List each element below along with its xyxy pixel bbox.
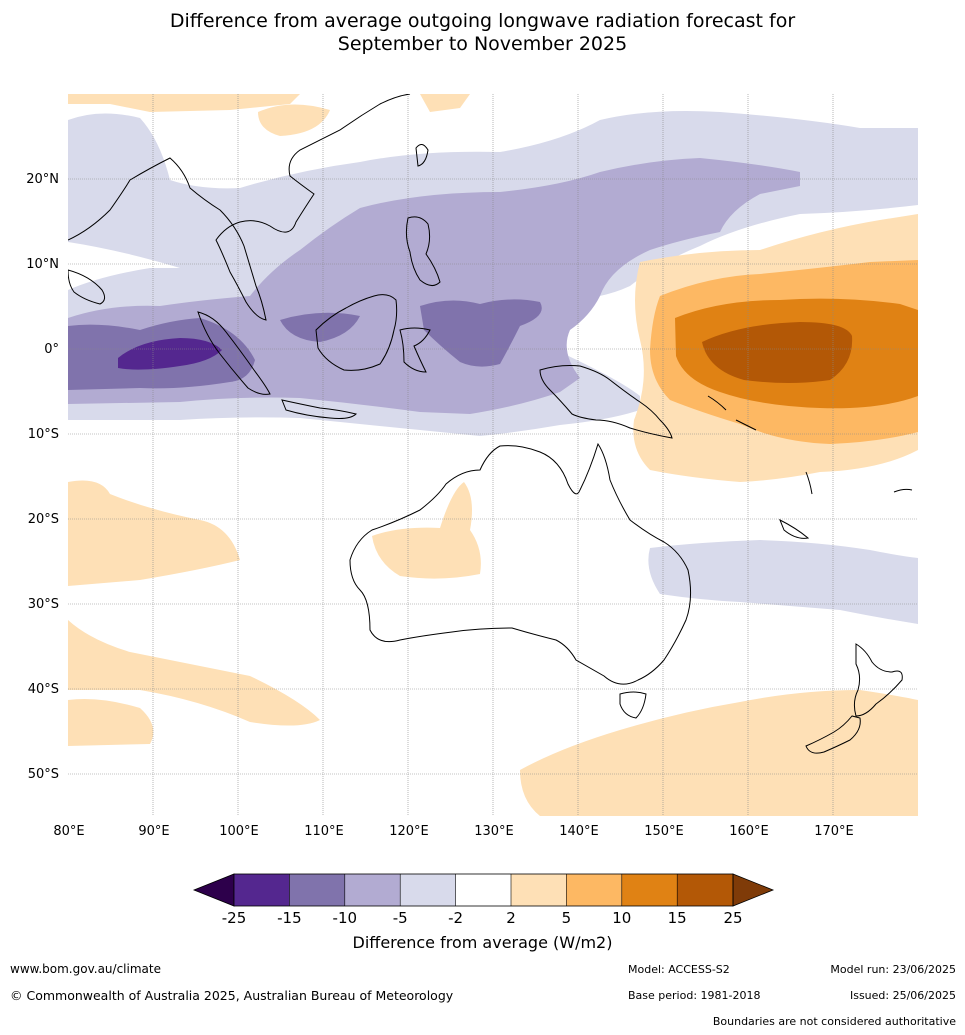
issued-date: Issued: 25/06/2025	[849, 989, 956, 1002]
lon-label-140e: 140°E	[559, 824, 599, 839]
lon-label-120e: 120°E	[389, 824, 429, 839]
lat-label-10s: 10°S	[28, 427, 59, 442]
new-guinea-coast	[539, 365, 673, 439]
anomaly-negative-core	[118, 338, 222, 370]
boundary-disclaimer: Boundaries are not considered authoritat…	[712, 1015, 956, 1028]
anomaly-positive-southern-ocean-west	[68, 620, 320, 726]
title-line-2: September to November 2025	[337, 33, 628, 55]
colorbar-tick-5: 2	[506, 909, 516, 927]
colorbar-tick-0: -25	[222, 909, 247, 927]
sumatra-coast	[197, 311, 271, 395]
lat-label-0: 0°	[44, 342, 59, 357]
anomaly-positive-southern-ocean-sw	[68, 699, 154, 746]
colorbar-bin-6	[511, 874, 567, 906]
anomaly-positive-southern-ocean-east	[520, 690, 918, 816]
philippines-coast	[405, 216, 441, 286]
lon-label-100e: 100°E	[219, 824, 259, 839]
new-zealand-south-coast	[805, 715, 861, 754]
colorbar-bin-3	[344, 874, 401, 906]
lat-label-40s: 40°S	[28, 682, 59, 697]
model-name: Model: ACCESS-S2	[628, 963, 730, 976]
colorbar-bin-2	[289, 874, 345, 906]
sulawesi-coast	[399, 327, 431, 373]
india-coast	[68, 269, 106, 305]
lon-label-110e: 110°E	[304, 824, 344, 839]
lat-label-20s: 20°S	[28, 512, 59, 527]
colorbar-tick-9: 25	[723, 909, 742, 927]
borneo-coast	[315, 294, 398, 371]
lon-label-90e: 90°E	[138, 824, 169, 839]
colorbar-bin-8	[621, 874, 678, 906]
colorbar-dividers	[289, 874, 678, 906]
colorbar-tick-6: 5	[562, 909, 572, 927]
colorbar-bin-9	[677, 874, 733, 906]
model-run-date: Model run: 23/06/2025	[830, 963, 956, 976]
colorbar-tick-8: 15	[668, 909, 687, 927]
colorbar-tick-3: -5	[393, 909, 408, 927]
taiwan-coast	[415, 144, 429, 167]
colorbar-extend-high	[732, 873, 775, 907]
colorbar-tick-1: -15	[277, 909, 302, 927]
anomaly-positive-australia	[372, 482, 481, 579]
anomaly-positive-indian-ocean	[68, 480, 240, 586]
chart-title: Difference from average outgoing longwav…	[0, 10, 965, 56]
solomon-islands-coast	[707, 395, 757, 431]
colorbar-frame	[233, 873, 734, 907]
lat-label-50s: 50°S	[28, 767, 59, 782]
longitude-labels: 80°E 90°E 100°E 110°E 120°E 130°E 140°E …	[53, 824, 853, 839]
anomaly-negative-dark-borneo	[280, 312, 360, 342]
coastlines	[68, 94, 913, 754]
colorbar-bin-1	[234, 874, 290, 906]
fiji-coast	[893, 488, 913, 493]
lon-label-160e: 160°E	[729, 824, 769, 839]
colorbar-extend-low	[192, 873, 235, 907]
anomaly-negative-tasman	[648, 540, 918, 624]
colorbar-bin-7	[566, 874, 622, 906]
lon-label-130e: 130°E	[474, 824, 514, 839]
australia-coast	[349, 442, 692, 685]
anomaly-positive-pacific-core	[702, 322, 853, 383]
graticule	[68, 94, 918, 816]
new-zealand-north-coast	[853, 643, 903, 717]
colorbar-bin-5	[455, 874, 511, 906]
new-caledonia-coast	[779, 518, 810, 539]
colorbar-tick-7: 10	[612, 909, 631, 927]
anomaly-negative-medium-belt	[68, 158, 800, 414]
website-link[interactable]: www.bom.gov.au/climate	[10, 962, 161, 976]
colorbar-title: Difference from average (W/m2)	[352, 933, 613, 952]
anomaly-positive-north-china	[68, 94, 300, 112]
latitude-labels: 20°N 10°N 0° 10°S 20°S 30°S 40°S 50°S	[26, 172, 59, 782]
lat-label-10n: 10°N	[26, 257, 59, 272]
lon-label-150e: 150°E	[644, 824, 684, 839]
anomaly-positive-south-china	[258, 104, 330, 136]
base-period: Base period: 1981-2018	[628, 989, 761, 1002]
lon-label-170e: 170°E	[814, 824, 854, 839]
colorbar-bin-4	[400, 874, 456, 906]
tasmania-coast	[619, 691, 647, 719]
lat-label-30s: 30°S	[28, 597, 59, 612]
se-asia-coast	[68, 94, 411, 321]
title-line-1: Difference from average outgoing longwav…	[169, 10, 796, 32]
colorbar: -25 -15 -10 -5 -2 2 5 10 15 25	[192, 873, 775, 927]
colorbar-tick-4: -2	[448, 909, 463, 927]
anomaly-positive-east-china	[420, 94, 470, 112]
copyright-text: © Commonwealth of Australia 2025, Austra…	[10, 988, 454, 1003]
colorbar-tick-2: -10	[333, 909, 358, 927]
vanuatu-coast	[805, 471, 813, 495]
anomaly-negative-dark-celebes	[420, 299, 542, 367]
lon-label-80e: 80°E	[53, 824, 84, 839]
java-coast	[281, 399, 357, 419]
lat-label-20n: 20°N	[26, 172, 59, 187]
